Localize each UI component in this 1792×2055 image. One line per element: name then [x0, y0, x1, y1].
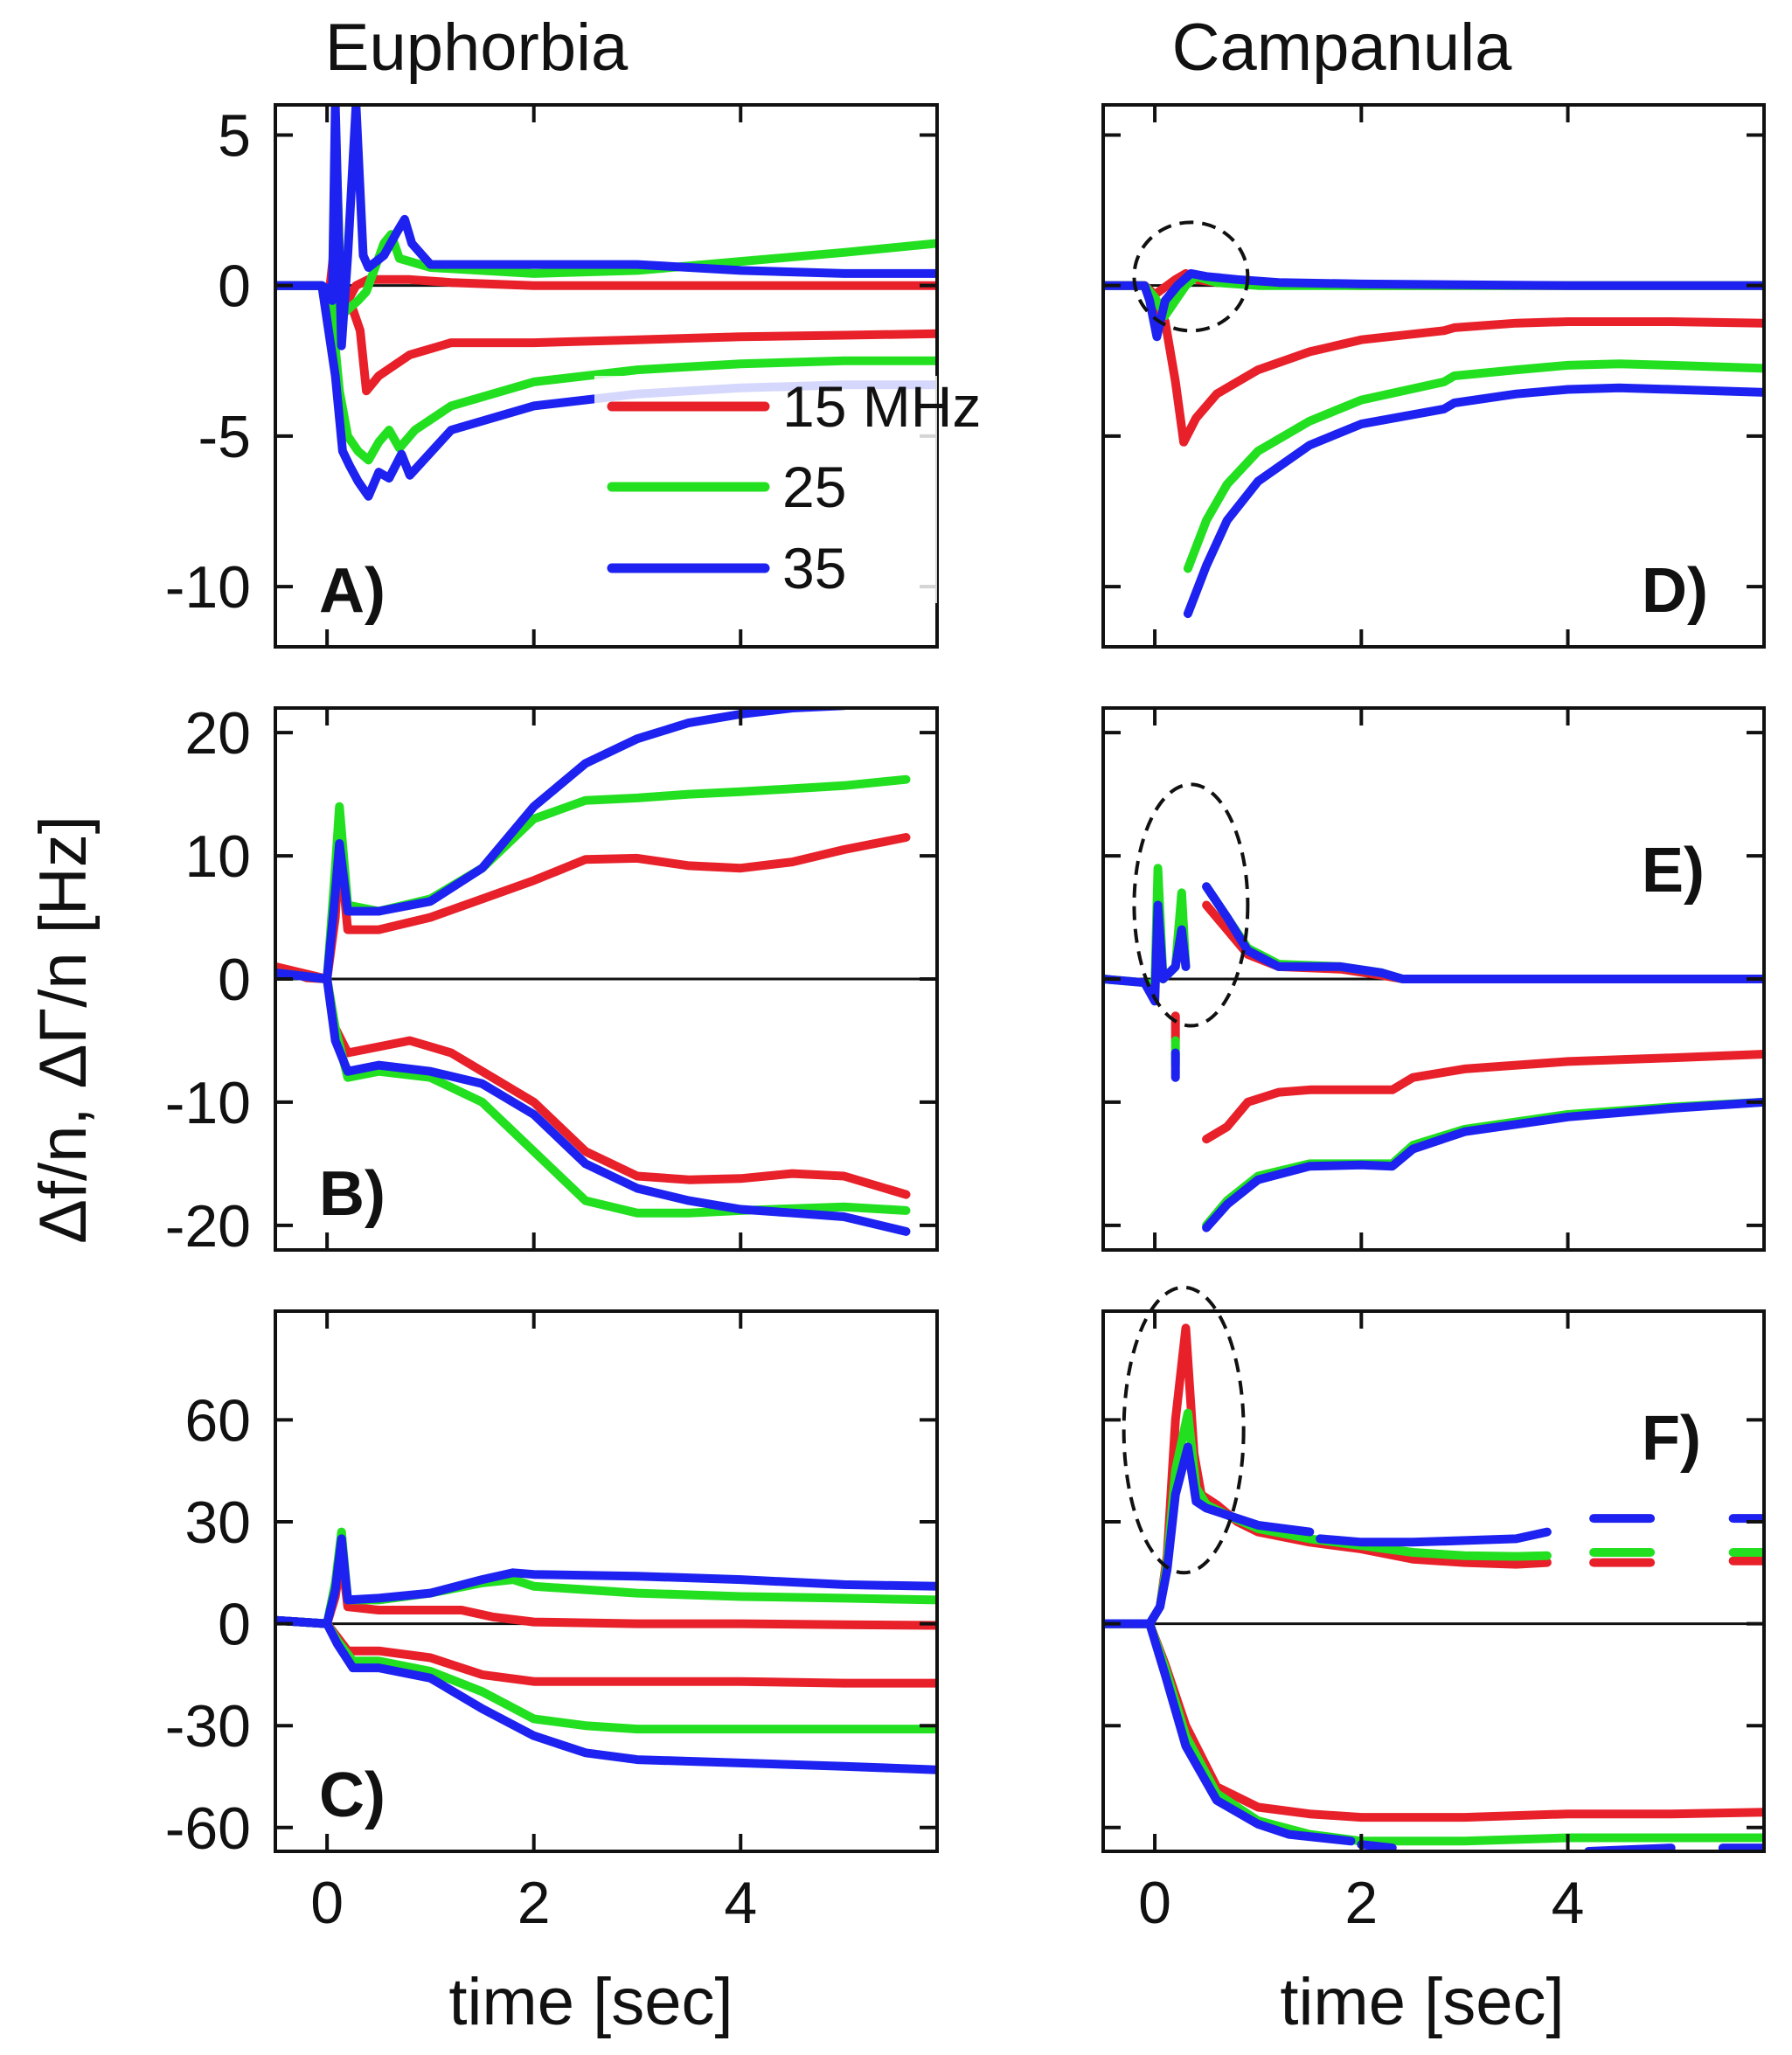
x-tick-label: 2: [1344, 1870, 1378, 1936]
y-tick-label: 0: [218, 947, 251, 1013]
y-tick-label: -20: [165, 1193, 251, 1260]
panel-label-e: E): [1642, 836, 1705, 906]
series-line-35: [275, 1615, 937, 1774]
series-line-35: [1202, 882, 1764, 983]
panel-label-a: A): [319, 556, 385, 626]
panel-label-c: C): [319, 1760, 385, 1830]
y-tick-label: 10: [184, 823, 251, 890]
x-tick-label: 0: [1138, 1870, 1171, 1936]
legend-label-25: 25: [782, 455, 846, 519]
legend-label-35: 35: [782, 536, 846, 601]
dashed-ellipse: [1122, 1285, 1246, 1575]
series-line-25: [1103, 1619, 1764, 1846]
x-tick-label: 0: [310, 1870, 344, 1936]
series-line-15mhz: [1103, 1619, 1764, 1822]
series-line-35: [1202, 1097, 1764, 1232]
panel-f: 0 2 4 F): [1101, 1285, 1766, 1936]
series-line-35: [275, 1534, 937, 1628]
panel-a: 5 0 -5 -10 A): [165, 102, 939, 649]
column-title-euphorbia: Euphorbia: [325, 10, 629, 85]
series-line-35: [1357, 1840, 1397, 1851]
x-tick-label: 4: [1552, 1870, 1585, 1936]
y-tick-label: 5: [218, 102, 251, 169]
series-line-35: [275, 708, 848, 983]
series-line-35: [1103, 900, 1191, 1006]
panel-c: 60 30 0 -30 -60 0 2 4 C): [165, 1309, 939, 1936]
panel-b: 20 10 0 -10 -20 B): [165, 700, 939, 1260]
x-tick-label: 2: [517, 1870, 551, 1936]
series-line-25: [1202, 1097, 1764, 1230]
curves-f: [1103, 1323, 1764, 1851]
curves-c: [275, 1527, 937, 1774]
series-line-15mhz: [1202, 1050, 1764, 1144]
panel-d: D): [1101, 103, 1766, 649]
series-line-35: [1316, 1527, 1552, 1547]
plot-frame: [1101, 1309, 1766, 1853]
y-tick-label: 30: [184, 1489, 251, 1556]
curves-b: [275, 708, 911, 1236]
series-line-25: [1183, 359, 1764, 573]
series-line-35: [275, 105, 937, 351]
curves-e: [1103, 864, 1764, 1232]
series-line-35: [1183, 383, 1764, 619]
y-tick-label: -60: [165, 1795, 251, 1862]
legend-label-15mhz: 15 MHz: [782, 374, 981, 439]
curves-d: [1103, 268, 1764, 619]
panel-label-b: B): [319, 1159, 385, 1229]
y-tick-label: -10: [165, 554, 251, 621]
panel-label-f: F): [1642, 1404, 1701, 1474]
series-line-35: [1103, 268, 1764, 342]
dashed-ellipse: [1132, 220, 1250, 333]
y-axis-title: Δf/n, ΔΓ/n [Hz]: [26, 816, 101, 1244]
series-line-15mhz: [275, 1615, 937, 1688]
y-tick-label: -5: [198, 404, 251, 470]
y-tick-label: -30: [165, 1693, 251, 1760]
plot-frame: [274, 1309, 939, 1853]
x-axis-title-right: time [sec]: [1280, 1965, 1564, 2039]
panel-e: E): [1101, 706, 1766, 1252]
y-tick-label: 20: [184, 700, 251, 767]
series-line-35: [1103, 1619, 1356, 1846]
series-line-35: [275, 968, 911, 1236]
panel-label-d: D): [1642, 556, 1708, 626]
dashed-ellipse: [1132, 782, 1250, 1028]
x-tick-label: 4: [724, 1870, 757, 1936]
column-title-campanula: Campanula: [1172, 10, 1512, 85]
curves-a: [275, 105, 937, 501]
y-tick-label: 0: [218, 1592, 251, 1658]
series-line-25: [275, 1615, 937, 1734]
y-tick-label: 0: [218, 253, 251, 320]
x-axis-title-left: time [sec]: [448, 1965, 733, 2039]
series-line-15mhz: [1103, 1323, 1552, 1628]
plot-frame: [1101, 103, 1766, 649]
y-tick-label: -10: [165, 1070, 251, 1136]
series-line-25: [275, 774, 911, 983]
series-line-35: [1103, 1442, 1315, 1628]
legend: 15 MHz 25 35: [594, 374, 981, 603]
y-tick-label: 60: [184, 1387, 251, 1454]
